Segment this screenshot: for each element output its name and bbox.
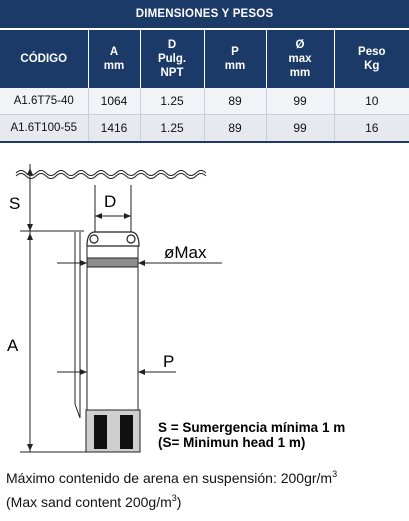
legend-line-en: (S= Minimun head 1 m) [158,435,306,450]
label-d: D [104,192,116,211]
table-title: DIMENSIONES Y PESOS [0,0,409,30]
cell-d: 1.25 [140,114,205,141]
label-p: P [163,352,174,371]
label-s: S [9,194,20,213]
label-a: A [7,336,19,355]
table-row: A1.6T100-55 1416 1.25 89 99 16 [0,114,409,141]
note-line-es: Máximo contenido de arena en suspensión:… [6,469,338,487]
water-surface-line [15,170,207,176]
sand-content-note: Máximo contenido de arena en suspensión:… [6,466,337,514]
header-a: A mm [88,29,141,88]
cell-peso: 16 [334,114,409,141]
cell-codigo: A1.6T100-55 [0,114,89,141]
cell-max: 99 [266,114,335,141]
pump-diagram: S A D øMax P [7,164,222,453]
cell-p: 89 [204,88,267,115]
table-row: A1.6T75-40 1064 1.25 89 99 10 [0,88,409,115]
header-max: Ø max mm [266,29,335,88]
header-p: P mm [204,29,267,88]
cell-codigo: A1.6T75-40 [0,88,89,115]
label-omax: øMax [164,243,207,262]
cell-d: 1.25 [140,88,205,115]
legend-line-es: S = Sumergencia mínima 1 m [158,420,346,435]
header-d: D Pulg. NPT [140,29,205,88]
submergence-legend: S = Sumergencia mínima 1 m (S= Minimun h… [158,420,345,450]
dimensions-table: DIMENSIONES Y PESOS CÓDIGO A mm D Pulg. … [0,0,409,141]
note-line-en: (Max sand content 200g/m3) [6,493,182,511]
header-codigo: CÓDIGO [0,29,89,88]
cell-p: 89 [204,114,267,141]
water-surface-line-2 [15,173,207,179]
header-peso: Peso Kg [334,29,409,88]
cell-a: 1416 [88,114,141,141]
cell-max: 99 [266,88,335,115]
cell-peso: 10 [334,88,409,115]
table-bottom-border [0,141,409,143]
table-header-row: CÓDIGO A mm D Pulg. NPT P mm Ø max mm Pe… [0,29,409,88]
cell-a: 1064 [88,88,141,115]
